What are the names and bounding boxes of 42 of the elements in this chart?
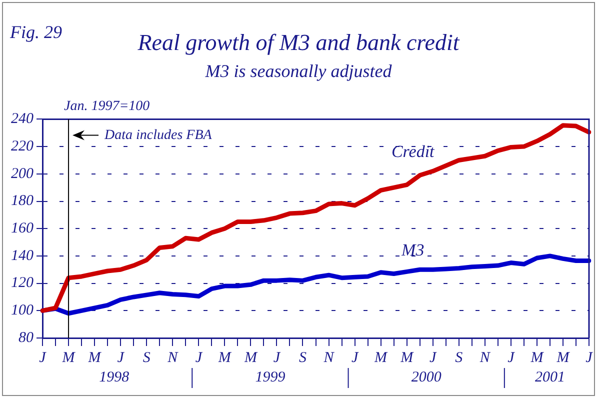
series-label: M3 (400, 240, 424, 260)
x-tick-label: M (243, 350, 258, 366)
x-tick-label: M (530, 350, 545, 366)
x-tick-label: J (273, 350, 282, 366)
y-tick-label: 120 (11, 275, 34, 292)
x-tick-label: M (217, 350, 232, 366)
y-tick-label: 180 (11, 193, 34, 210)
text: 1999 (255, 369, 286, 386)
x-tick-label: N (166, 350, 179, 366)
y-tick-label: 160 (11, 220, 34, 237)
x-tick-label: S (142, 350, 151, 366)
series-label: Credit (391, 142, 436, 162)
x-tick-label: N (478, 350, 491, 366)
text: Jan. 1997=100 (64, 99, 150, 115)
x-tick-label: M (374, 350, 389, 366)
x-tick-label: S (298, 350, 307, 366)
x-tick-label: J (39, 350, 48, 366)
y-tick-label: 80 (18, 330, 34, 346)
x-tick-label: J (117, 350, 126, 366)
y-tick-label: 100 (11, 302, 34, 319)
x-tick-label: M (556, 350, 571, 366)
text: 2001 (534, 369, 565, 386)
x-tick-label: J (195, 350, 204, 366)
x-tick-label: M (61, 350, 76, 366)
x-tick-label: J (430, 350, 438, 366)
y-tick-label: 200 (11, 166, 34, 182)
text: 1998 (99, 369, 130, 386)
chart-title: Real growth of M3 and bank credit (136, 30, 460, 55)
chart-subtitle: M3 is seasonally adjusted (204, 61, 393, 82)
caption: Fig. 29 (10, 22, 62, 43)
x-tick-label: S (455, 350, 464, 366)
x-tick-label: M (87, 350, 102, 366)
x-tick-label: N (322, 350, 335, 366)
y-tick-label: 240 (11, 111, 34, 128)
y-tick-label: 140 (11, 248, 34, 264)
text: 2000 (411, 369, 442, 386)
ref-line-label: Data includes FBA (104, 128, 212, 143)
x-tick-label: M (400, 350, 415, 366)
x-tick-label: J (586, 350, 594, 366)
x-tick-label: J (508, 350, 516, 366)
x-tick-label: J (351, 350, 360, 366)
y-tick-label: 220 (11, 138, 34, 154)
